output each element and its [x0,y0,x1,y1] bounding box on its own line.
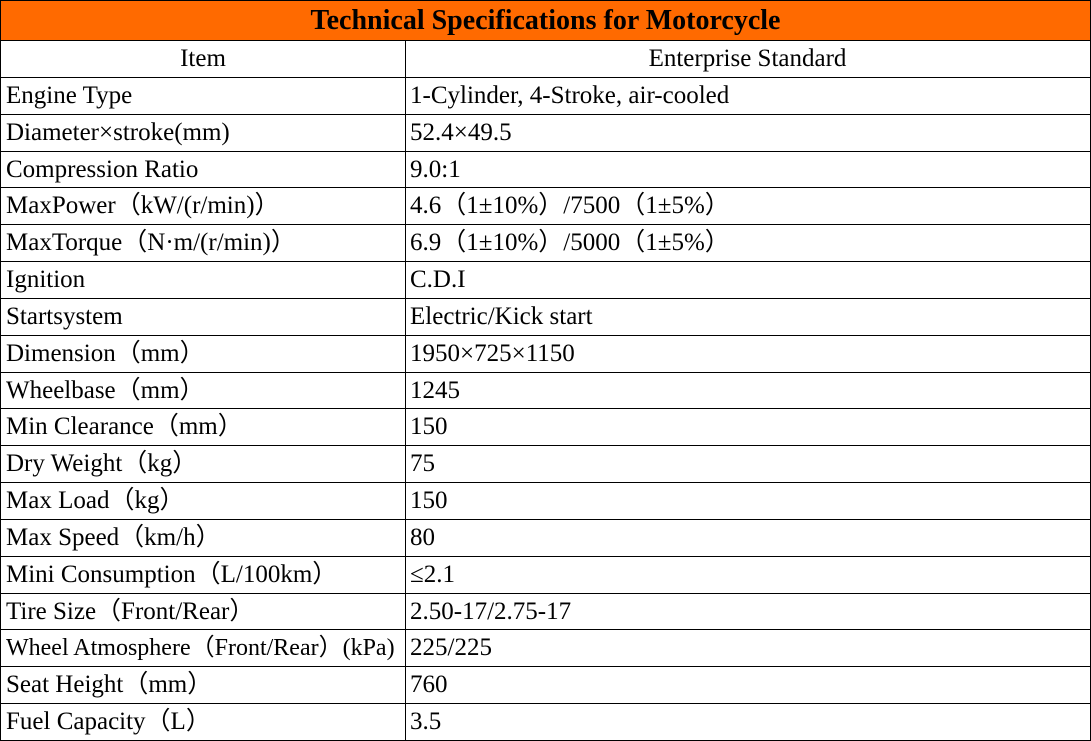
item-cell: Mini Consumption（L/100km） [0,555,406,594]
value-cell: ≤2.1 [405,555,1091,594]
item-cell: Dry Weight（kg） [0,445,406,484]
item-cell: Ignition [0,261,406,299]
value-cell: Electric/Kick start [405,298,1091,336]
item-cell: Max Load（kg） [0,482,406,520]
item-cell: Wheel Atmosphere（Front/Rear）(kPa) [0,629,406,668]
table-title: Technical Specifications for Motorcycle [0,0,1091,41]
value-cell: 9.0:1 [405,150,1091,189]
item-cell: Max Speed（km/h） [0,519,406,557]
value-cell: 80 [405,519,1091,557]
column-header: Item [0,40,406,78]
item-cell: Dimension（mm） [0,334,406,373]
item-cell: MaxTorque（N·m/(r/min)） [0,224,406,263]
value-cell: C.D.I [405,261,1091,299]
value-cell: 52.4×49.5 [405,113,1091,152]
value-cell: 2.50-17/2.75-17 [405,592,1091,631]
value-cell: 150 [405,408,1091,447]
item-cell: Tire Size（Front/Rear） [0,592,406,631]
item-cell: Min Clearance（mm） [0,408,406,447]
value-cell: 6.9（1±10%）/5000（1±5%） [405,224,1091,263]
item-cell: Compression Ratio [0,150,406,189]
value-cell: 75 [405,445,1091,484]
item-cell: Engine Type [0,77,406,115]
item-cell: Fuel Capacity（L） [0,703,406,741]
item-cell: MaxPower（kW/(r/min)） [0,187,406,226]
item-cell: Seat Height（mm） [0,666,406,705]
value-cell: 150 [405,482,1091,520]
value-cell: 1-Cylinder, 4-Stroke, air-cooled [405,77,1091,115]
value-cell: 4.6（1±10%）/7500（1±5%） [405,187,1091,226]
item-cell: Diameter×stroke(mm) [0,113,406,152]
value-cell: 225/225 [405,629,1091,668]
value-cell: 1950×725×1150 [405,334,1091,373]
item-cell: Wheelbase（mm） [0,371,406,410]
item-cell: Startsystem [0,298,406,336]
value-cell: 3.5 [405,703,1091,741]
value-cell: 760 [405,666,1091,705]
column-header: Enterprise Standard [405,40,1091,78]
value-cell: 1245 [405,371,1091,410]
